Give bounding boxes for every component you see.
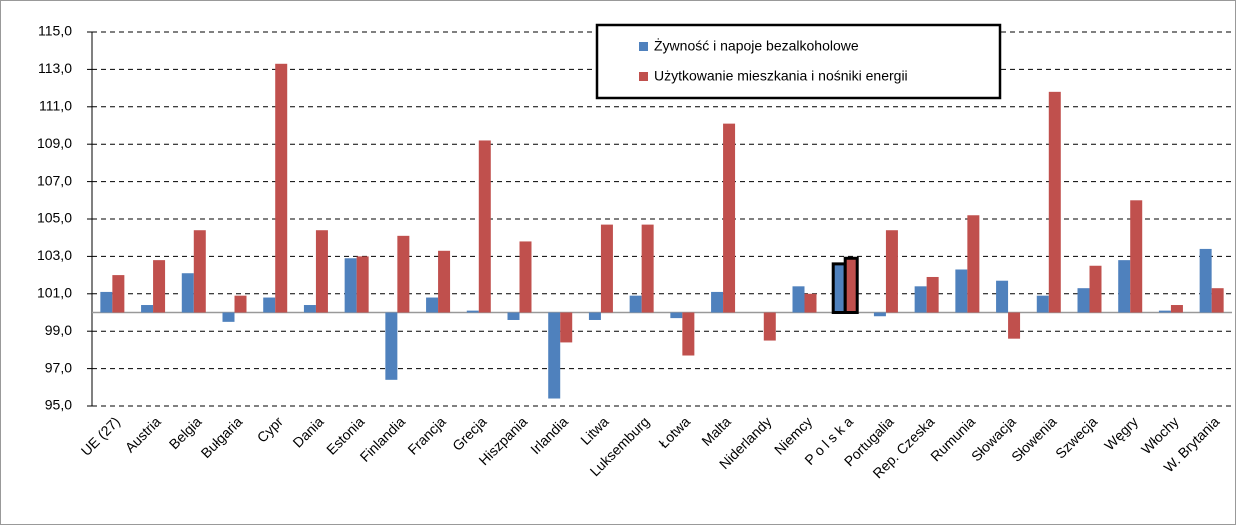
y-tick-label: 103,0 [37, 247, 72, 263]
bar [1036, 295, 1049, 313]
bar [426, 297, 439, 313]
bar [519, 241, 532, 313]
bar [181, 273, 194, 313]
legend-label: Użytkowanie mieszkania i nośniki energii [654, 68, 908, 84]
bar [507, 312, 520, 320]
legend-swatch [639, 42, 648, 51]
y-tick-label: 107,0 [37, 172, 72, 188]
bar [804, 293, 817, 313]
bar [682, 312, 695, 356]
bar [1199, 248, 1212, 313]
bar [344, 258, 357, 313]
bar [831, 262, 847, 315]
bar [303, 305, 316, 313]
bar [914, 286, 927, 313]
y-tick-label: 111,0 [39, 98, 72, 114]
bar [588, 312, 601, 320]
bar [548, 312, 561, 399]
bar [955, 269, 968, 313]
y-tick-label: 97,0 [45, 359, 72, 375]
bar [153, 260, 166, 313]
bar [438, 250, 451, 313]
bar [723, 123, 736, 313]
bar [1089, 265, 1102, 313]
y-tick-label: 99,0 [45, 322, 72, 338]
bar [315, 230, 328, 313]
bar [141, 305, 154, 313]
y-tick-label: 115,0 [38, 23, 72, 39]
bar [843, 256, 859, 314]
bar [1048, 91, 1061, 313]
bar [193, 230, 206, 313]
bar [967, 215, 980, 313]
bar [560, 312, 573, 343]
y-tick-label: 113,0 [38, 60, 72, 76]
bar [763, 312, 776, 341]
bar [641, 224, 654, 313]
bar [466, 310, 479, 313]
legend-label: Żywność i napoje bezalkoholowe [654, 37, 859, 54]
bar [1158, 310, 1171, 313]
legend-box [595, 23, 1002, 100]
y-tick-label: 101,0 [37, 285, 72, 301]
bar [397, 235, 410, 313]
bar [1170, 305, 1183, 313]
bar [222, 312, 235, 322]
legend-swatch [639, 72, 648, 81]
bar [885, 230, 898, 313]
bar [275, 63, 288, 313]
bar [1077, 288, 1090, 313]
bar [873, 312, 886, 317]
bar [1118, 260, 1131, 313]
bar [1008, 312, 1021, 339]
bar [356, 256, 369, 313]
bar [926, 276, 939, 313]
y-tick-label: 105,0 [37, 210, 72, 226]
bar [600, 224, 613, 313]
bar [629, 295, 642, 313]
bar [792, 286, 805, 313]
y-tick-label: 95,0 [45, 397, 72, 413]
bar [385, 312, 398, 380]
y-tick-label: 109,0 [37, 135, 72, 151]
bar [996, 280, 1009, 313]
bar [263, 297, 276, 313]
bar [670, 312, 683, 319]
bar [1211, 288, 1224, 313]
bar [234, 295, 247, 313]
bar [1130, 200, 1143, 313]
bar [711, 291, 724, 313]
bar [100, 291, 113, 313]
bar [112, 275, 125, 313]
bar [478, 140, 491, 313]
